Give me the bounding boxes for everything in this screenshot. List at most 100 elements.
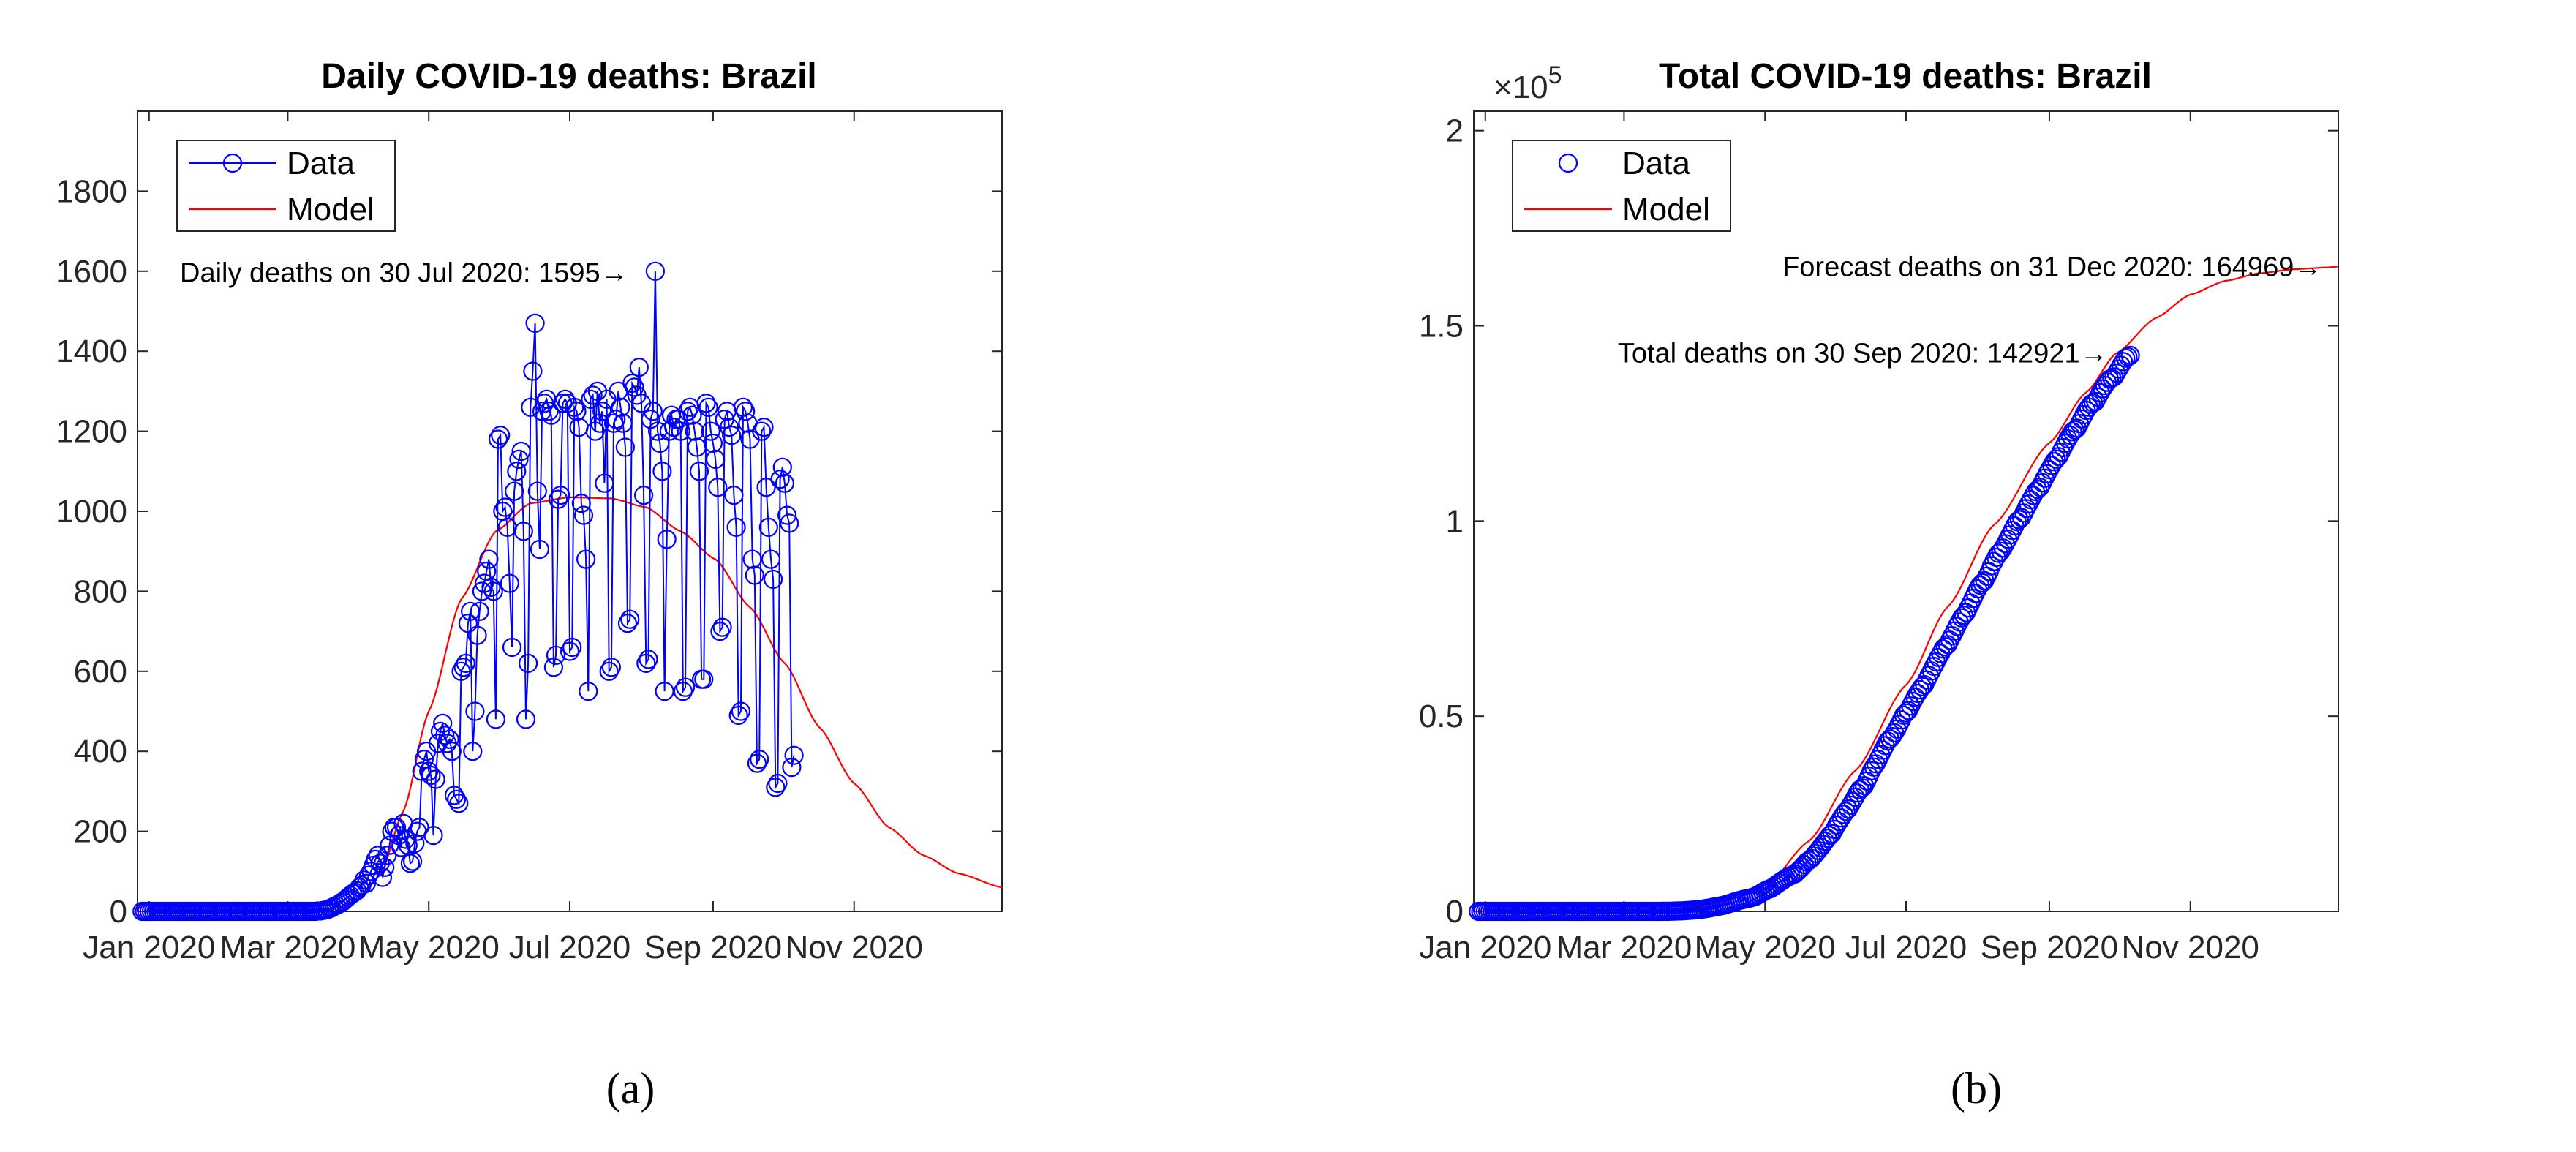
data-point [446,789,467,809]
data-point [567,402,587,421]
chart-a-y-axis: 0 200 400 600 800 1000 1200 1400 1600 1800 [56,173,1002,930]
data-point [579,681,598,701]
data-point [1951,608,1971,628]
data-point [2044,452,2064,472]
data-point [641,410,660,429]
chart-b-title: Total COVID-19 deaths: Brazil [1659,57,2152,96]
legend-data-label: Data [287,146,355,181]
y-tick-label: 0.5 [1419,699,1464,734]
data-point [1910,679,1930,700]
data-point [523,361,543,381]
data-point [573,505,594,525]
y-tick-label: 1.5 [1419,309,1464,345]
exponent-base: ×10 [1494,69,1548,105]
chart-a-title: Daily COVID-19 deaths: Brazil [321,57,817,96]
data-point [2053,437,2073,458]
data-point [551,485,570,505]
data-point [2081,394,2101,414]
data-point [495,497,515,517]
data-point [745,565,764,585]
y-tick-label: 1200 [56,414,127,450]
x-tick-label: Sep 2020 [1981,930,2118,965]
data-point [622,373,642,394]
data-point [629,358,649,377]
data-point [643,402,663,421]
data-point [549,489,568,509]
data-point [483,581,503,601]
data-point [368,846,388,865]
data-point [750,749,769,769]
data-point [458,614,478,633]
data-point [703,433,723,453]
data-point [613,413,633,433]
y-tick-label: 0 [1446,894,1464,930]
data-point [504,481,524,501]
legend-data-label: Data [1622,146,1690,181]
data-point [440,729,459,749]
data-point [463,742,483,761]
data-point [657,530,677,549]
data-point [775,473,795,493]
caption-b: (b) [1951,1064,2002,1113]
y-tick-label: 800 [74,573,127,609]
data-point [460,601,481,621]
data-point [620,609,640,629]
data-point [698,397,718,417]
data-point [521,397,541,417]
data-point [571,493,591,513]
legend-model-label: Model [287,192,374,227]
x-tick-label: Mar 2020 [219,930,355,965]
data-point [442,742,462,761]
data-point [710,621,730,641]
data-point [1852,778,1872,798]
data-point [449,794,469,813]
data-point [500,573,519,593]
data-point [601,658,622,677]
data-point [722,425,742,445]
data-point [2114,352,2134,372]
data-point [777,505,797,525]
chart-a-x-axis: Jan 2020 Mar 2020 May 2020 Jul 2020 Sep 2020… [83,111,923,965]
data-point [541,405,561,425]
data-point [731,701,751,721]
data-point [518,653,538,674]
caption-a: (a) [606,1064,655,1113]
x-tick-label: Jul 2020 [1845,930,1967,965]
data-point [603,413,624,433]
data-point [426,769,445,789]
data-point [414,749,434,769]
data-point [761,549,781,569]
chart-b-data-series [1469,345,2140,922]
chart-b-total-annotation: Total deaths on 30 Sep 2020: 142921→ [1618,338,2108,369]
data-point [435,726,455,745]
x-tick-label: Nov 2020 [2122,930,2259,965]
x-tick-label: Jul 2020 [509,930,630,965]
data-point [2028,479,2048,500]
chart-b-y-exponent: ×105 [1494,61,1562,105]
data-point [782,757,802,778]
x-tick-label: Mar 2020 [1556,930,1692,965]
y-tick-label: 2 [1446,113,1464,149]
y-tick-label: 1400 [56,334,127,369]
data-point [766,778,786,797]
data-point [694,669,714,689]
chart-b-x-axis: Jan 2020 Mar 2020 May 2020 Jul 2020 Sep 2020… [1419,111,2259,965]
data-point [784,745,804,765]
chart-a-model-series [138,496,1003,913]
y-tick-label: 1800 [56,173,127,209]
data-point [375,857,395,877]
data-point [758,517,778,538]
data-point [1820,826,1839,846]
x-tick-label: May 2020 [1695,930,1836,965]
data-point [400,854,421,873]
y-tick-label: 0 [110,894,127,930]
chart-b-forecast-annotation: Forecast deaths on 31 Dec 2020: 164969→ [1782,252,2321,283]
data-point [470,601,489,621]
data-point [488,429,508,449]
data-point [532,402,552,421]
data-point [650,433,670,453]
data-point [1973,573,1992,593]
legend-box [1512,140,1731,232]
chart-panel-a: Daily COVID-19 deaths: Brazil 0 200 400 600… [56,57,1003,965]
